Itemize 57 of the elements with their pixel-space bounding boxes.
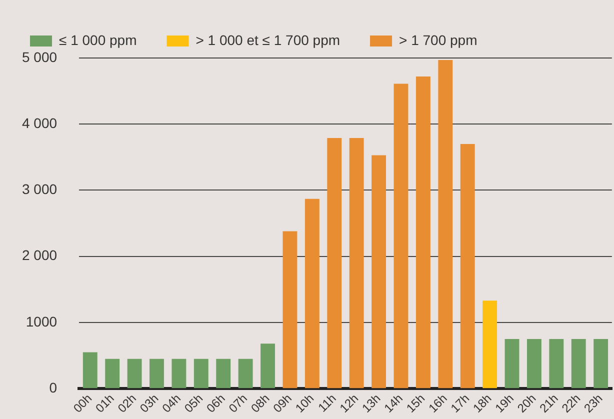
x-tick-label: 08h: [248, 391, 272, 416]
y-tick-label: 3 000: [22, 181, 58, 198]
y-tick-label: 5 000: [22, 48, 58, 65]
bar: [127, 358, 142, 388]
x-tick-label: 07h: [226, 391, 250, 416]
x-tick-label: 14h: [381, 391, 406, 416]
bar: [372, 155, 386, 388]
bar: [238, 358, 253, 388]
bar: [105, 358, 120, 388]
bar: [594, 339, 608, 388]
x-tick-label: 09h: [270, 391, 294, 416]
x-tick-label: 11h: [315, 391, 339, 415]
x-tick-label: 18h: [470, 391, 494, 416]
bar: [327, 138, 342, 388]
bar: [504, 339, 520, 388]
bar: [150, 358, 164, 388]
bar: [282, 231, 298, 388]
x-tick-label: 19h: [492, 391, 516, 416]
bar: [526, 339, 542, 388]
legend-label: > 1 700 ppm: [399, 32, 478, 48]
x-tick-label: 05h: [182, 391, 206, 416]
x-tick-label: 00h: [70, 391, 95, 416]
x-tick-label: 16h: [426, 391, 450, 416]
bar: [394, 84, 408, 388]
x-tick-label: 12h: [336, 391, 362, 416]
bar: [82, 352, 98, 388]
x-tick-label: 01h: [92, 391, 117, 416]
bar: [304, 198, 320, 388]
bar: [172, 358, 186, 388]
x-tick-label: 23h: [581, 391, 606, 416]
bar: [216, 358, 231, 388]
x-tick-label: 10h: [292, 391, 317, 416]
x-tick-label: 21h: [536, 391, 561, 416]
bar: [460, 144, 475, 388]
bar: [416, 76, 430, 388]
y-tick-label: 1000: [26, 313, 58, 330]
bar: [549, 339, 564, 388]
bar: [571, 339, 586, 388]
bar: [438, 60, 453, 388]
x-tick-label: 22h: [559, 391, 584, 416]
y-tick-label: 0: [49, 379, 58, 396]
x-tick-label: 20h: [514, 391, 539, 416]
bar: [482, 300, 498, 388]
x-tick-label: 13h: [359, 391, 384, 416]
x-tick-label: 03h: [137, 391, 162, 416]
legend-label: ≤ 1 000 ppm: [59, 32, 137, 48]
bar: [260, 344, 275, 388]
x-tick-label: 17h: [448, 391, 472, 416]
legend-label: > 1 000 et ≤ 1 700 ppm: [196, 32, 340, 48]
y-tick-label: 4 000: [22, 114, 58, 131]
bar: [194, 358, 208, 388]
x-tick-label: 02h: [114, 391, 140, 416]
x-tick-label: 15h: [404, 391, 428, 416]
y-tick-label: 2 000: [22, 247, 58, 264]
x-tick-label: 06h: [204, 391, 228, 416]
bar: [349, 138, 364, 388]
x-tick-label: 04h: [159, 391, 184, 416]
